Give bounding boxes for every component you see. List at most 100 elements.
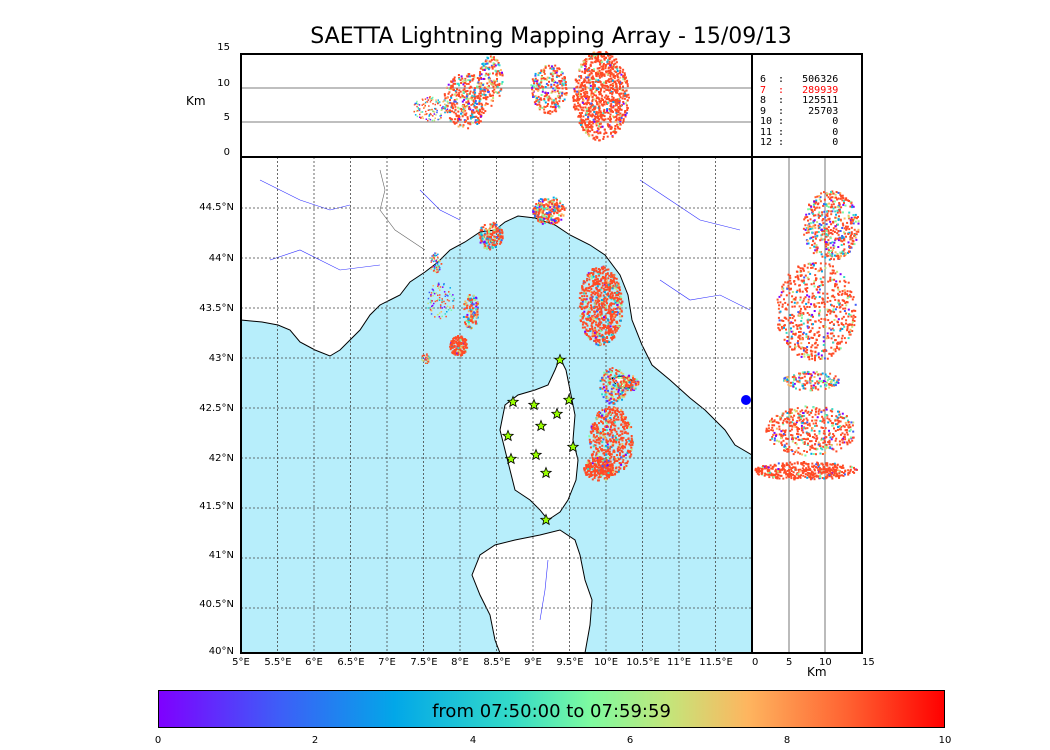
lightning-point xyxy=(550,85,553,88)
lightning-point xyxy=(821,219,824,222)
lightning-point xyxy=(612,68,615,71)
lightning-point xyxy=(612,280,615,282)
lightning-point xyxy=(581,303,584,306)
lightning-point xyxy=(607,470,609,472)
lightning-point xyxy=(612,409,615,412)
lightning-point xyxy=(609,457,611,460)
lightning-point xyxy=(604,297,607,300)
lightning-point xyxy=(595,448,598,451)
lightning-point xyxy=(581,300,584,303)
lightning-point xyxy=(597,471,599,474)
lightning-point xyxy=(784,281,787,284)
lightning-point xyxy=(604,274,607,277)
lightning-point xyxy=(811,266,814,269)
lightning-point xyxy=(603,73,606,76)
lightning-point xyxy=(428,114,431,116)
lightning-point xyxy=(572,96,575,99)
lightning-point xyxy=(601,378,604,381)
lightning-point xyxy=(614,393,617,396)
lightning-point xyxy=(591,113,594,116)
lightning-point xyxy=(458,344,461,347)
lightning-point xyxy=(610,429,613,432)
lightning-point xyxy=(619,83,621,86)
lightning-point xyxy=(804,296,807,299)
lightning-point xyxy=(631,385,634,388)
lightning-point xyxy=(544,217,547,220)
lightning-point xyxy=(589,467,592,470)
lightning-point xyxy=(618,305,621,308)
rivers xyxy=(259,179,751,621)
lightning-point xyxy=(483,86,486,89)
lightning-point xyxy=(624,111,627,114)
lightning-point xyxy=(606,396,609,399)
lightning-point xyxy=(590,304,592,307)
lightning-point xyxy=(605,273,607,276)
lightning-point xyxy=(577,82,580,85)
lightning-point xyxy=(833,241,836,244)
lightning-point xyxy=(484,245,487,248)
lightning-point xyxy=(619,447,622,450)
lightning-point xyxy=(781,305,784,308)
lightning-point xyxy=(607,406,610,409)
lightning-point xyxy=(619,69,622,72)
lightning-point xyxy=(823,227,826,230)
lightning-point xyxy=(591,423,594,426)
lightning-point xyxy=(606,284,609,287)
lightning-point xyxy=(622,373,625,375)
lightning-point xyxy=(609,445,612,448)
lightning-point xyxy=(552,101,555,104)
lightning-point xyxy=(603,103,606,106)
lightning-point xyxy=(537,89,540,92)
lightning-point xyxy=(447,83,450,86)
lightning-point xyxy=(498,233,501,236)
lightning-point xyxy=(611,310,614,313)
lightning-point xyxy=(605,371,608,374)
lightning-point xyxy=(608,309,610,312)
lightning-point xyxy=(584,64,586,67)
lightning-point xyxy=(588,81,591,84)
lightning-point xyxy=(616,407,619,410)
lightning-point xyxy=(461,80,464,83)
lightning-point xyxy=(543,77,546,80)
lightning-point xyxy=(619,413,622,416)
lightning-point xyxy=(493,223,495,226)
lightning-point xyxy=(475,312,477,314)
lightning-point xyxy=(594,316,597,319)
lightning-point xyxy=(558,106,561,109)
lightning-point xyxy=(609,113,612,116)
lightning-point xyxy=(582,91,585,94)
lightning-point xyxy=(603,341,606,344)
lightning-point xyxy=(591,268,594,271)
lightning-point xyxy=(423,106,426,109)
lightning-point xyxy=(578,69,581,72)
lightning-point xyxy=(615,372,618,375)
lightning-point xyxy=(837,223,839,226)
lightning-point xyxy=(589,471,592,474)
lightning-point xyxy=(606,111,609,114)
lightning-point xyxy=(612,318,615,321)
lightning-point xyxy=(572,95,575,98)
lightning-point xyxy=(422,354,424,357)
lightning-point xyxy=(619,295,622,298)
lightning-point xyxy=(486,89,489,92)
lightning-point xyxy=(434,103,436,106)
lightning-point xyxy=(595,338,598,341)
lightning-point xyxy=(590,288,593,290)
lightning-point xyxy=(604,472,607,475)
lightning-point xyxy=(609,417,612,419)
lightning-point xyxy=(608,408,611,411)
lightning-point xyxy=(617,446,620,449)
lightning-point xyxy=(537,72,540,75)
lightning-point xyxy=(439,289,441,291)
lightning-point xyxy=(595,275,598,278)
lightning-point xyxy=(598,332,601,335)
lightning-point xyxy=(808,212,811,215)
lightning-point xyxy=(819,262,822,265)
lightning-point xyxy=(611,282,614,284)
lightning-point xyxy=(591,284,594,287)
lightning-point xyxy=(606,373,609,376)
lightning-point xyxy=(609,439,612,442)
lightning-point xyxy=(621,376,624,379)
lightning-point xyxy=(851,298,854,301)
lightning-point xyxy=(596,459,599,462)
